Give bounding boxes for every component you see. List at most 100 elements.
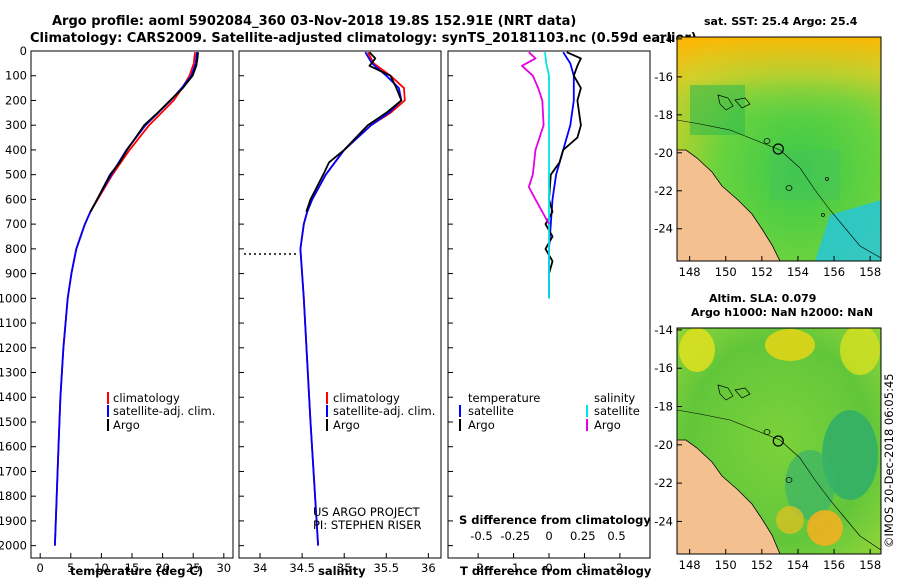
map-lon-tick-label: 158 bbox=[859, 558, 881, 572]
legend-argo-label: Argo bbox=[333, 418, 360, 432]
legend-t-satellite-label: satellite bbox=[468, 404, 514, 418]
temperature-series bbox=[54, 52, 199, 546]
depth-tick-label: 300 bbox=[5, 118, 27, 132]
difference-series bbox=[521, 51, 582, 299]
sla-low-anomaly bbox=[822, 410, 878, 500]
temperature-x-axis: 0 5 10 15 20 25 30 bbox=[37, 553, 231, 575]
depth-tick-label: 1500 bbox=[0, 415, 27, 429]
sla-reef-island bbox=[763, 429, 771, 435]
depth-tick-label: 2000 bbox=[0, 539, 27, 553]
depth-tick-label: 800 bbox=[5, 242, 27, 256]
difference-x-axis: -2 -1 0 1 2 -0.5 -0.25 0 0.25 0.5 bbox=[470, 529, 625, 575]
salinity-series bbox=[299, 51, 406, 546]
x-tick-label: 5 bbox=[67, 561, 74, 575]
map-lat-tick-label: -22 bbox=[654, 184, 673, 198]
difference-xlabel2: S difference from climatology bbox=[459, 513, 651, 527]
sst-reef-island bbox=[821, 213, 825, 217]
sla-map-title: Altim. SLA: 0.079 bbox=[709, 292, 816, 305]
sla-map-axes: 148 150 152 154 156 158 -14 -16 -18 -20 -22 -24 bbox=[654, 323, 881, 572]
map-lat-tick-label: -16 bbox=[654, 70, 673, 84]
map-lat-tick-label: -24 bbox=[654, 514, 673, 528]
sla-map-subtitle: Argo h1000: NaN h2000: NaN bbox=[691, 306, 873, 319]
x-tick-label: 1 bbox=[581, 561, 588, 575]
sst-reef-island bbox=[825, 177, 829, 181]
sla-bathymetry-contour bbox=[677, 409, 881, 551]
sla-high-anomaly bbox=[776, 506, 804, 534]
x-tick-label: 35.5 bbox=[373, 561, 399, 575]
legend-satellite-label: satellite-adj. clim. bbox=[113, 404, 215, 418]
series-line-t-argo bbox=[544, 51, 582, 274]
sla-argo-position-marker bbox=[772, 435, 784, 447]
x-tick-label: 34.5 bbox=[289, 561, 315, 575]
sst-bathymetry-contour bbox=[677, 119, 881, 259]
map-lat-tick-label: -24 bbox=[654, 222, 673, 236]
depth-tick-label: 900 bbox=[5, 267, 27, 281]
sla-map-frame bbox=[676, 327, 882, 555]
depth-tick-label: 100 bbox=[5, 69, 27, 83]
salinity-xlabel: salinity bbox=[318, 564, 366, 578]
map-lon-tick-label: 156 bbox=[823, 558, 845, 572]
map-lat-tick-label: -16 bbox=[654, 361, 673, 375]
sla-land-australia bbox=[677, 439, 781, 554]
sst-map-axes: 148 150 152 154 156 158 -14 -16 -18 -20 -22 -24 bbox=[654, 32, 881, 279]
salinity-x-axis: 34 34.5 35 35.5 36 bbox=[253, 553, 436, 575]
map-lon-tick-label: 158 bbox=[859, 265, 881, 279]
map-lat-tick-label: -14 bbox=[654, 32, 673, 46]
s-tick-label: -0.25 bbox=[500, 529, 530, 543]
sst-reef-island bbox=[763, 138, 771, 144]
s-tick-label: 0.25 bbox=[570, 529, 596, 543]
s-tick-label: -0.5 bbox=[470, 529, 492, 543]
x-tick-label: 25 bbox=[186, 561, 201, 575]
legend-climatology-label: climatology bbox=[333, 391, 400, 405]
depth-tick-label: 0 bbox=[20, 44, 27, 58]
depth-tick-label: 1900 bbox=[0, 514, 27, 528]
temperature-legend: climatology satellite-adj. clim. Argo bbox=[107, 391, 215, 432]
depth-tick-label: 1100 bbox=[0, 316, 27, 330]
map-lat-tick-label: -20 bbox=[654, 146, 673, 160]
map-lon-tick-label: 148 bbox=[679, 558, 701, 572]
sla-reef-island bbox=[717, 384, 734, 401]
map-lat-tick-label: -14 bbox=[654, 323, 673, 337]
depth-tick-label: 1300 bbox=[0, 366, 27, 380]
legend-satellite-label: satellite-adj. clim. bbox=[333, 404, 435, 418]
map-lat-tick-label: -18 bbox=[654, 108, 673, 122]
s-tick-label: 0 bbox=[545, 529, 552, 543]
depth-tick-label: 1200 bbox=[0, 341, 27, 355]
difference-legend: temperature satellite Argo salinity sate… bbox=[459, 391, 640, 432]
depth-tick-label: 1800 bbox=[0, 489, 27, 503]
x-tick-label: 20 bbox=[155, 561, 170, 575]
depth-tick-label: 1000 bbox=[0, 291, 27, 305]
map-lat-tick-label: -20 bbox=[654, 438, 673, 452]
series-line-s-satellite bbox=[544, 52, 550, 299]
figure-title-line1: Argo profile: aoml 5902084_360 03-Nov-20… bbox=[52, 14, 576, 29]
series-line-s-argo bbox=[521, 51, 550, 225]
salinity-legend: climatology satellite-adj. clim. Argo bbox=[326, 391, 435, 432]
depth-tick-label: 500 bbox=[5, 168, 27, 182]
x-tick-label: -2 bbox=[472, 561, 483, 575]
sla-high-anomaly bbox=[765, 329, 815, 361]
depth-tick-label: 700 bbox=[5, 217, 27, 231]
map-lon-tick-label: 152 bbox=[751, 558, 773, 572]
map-lon-tick-label: 150 bbox=[715, 558, 737, 572]
sla-high-anomaly bbox=[807, 510, 843, 546]
salinity-panel bbox=[238, 50, 442, 559]
series-line-argo bbox=[89, 52, 199, 213]
sst-map-title: sat. SST: 25.4 Argo: 25.4 bbox=[704, 15, 858, 28]
sst-argo-position-marker bbox=[772, 143, 784, 155]
legend-t-argo-label: Argo bbox=[468, 418, 495, 432]
temperature-xlabel: temperature (deg C) bbox=[70, 564, 203, 578]
depth-tick-label: 1600 bbox=[0, 440, 27, 454]
depth-tick-label: 600 bbox=[5, 192, 27, 206]
x-tick-label: 0 bbox=[37, 561, 44, 575]
sst-cool-patch bbox=[690, 85, 745, 135]
figure-title-line2: Climatology: CARS2009. Satellite-adjuste… bbox=[30, 31, 697, 46]
depth-tick-label: 1400 bbox=[0, 390, 27, 404]
sla-reef-island bbox=[734, 387, 751, 399]
map-lon-tick-label: 148 bbox=[679, 265, 701, 279]
sla-reef-island bbox=[785, 477, 793, 483]
map-lat-tick-label: -18 bbox=[654, 400, 673, 414]
sla-map: Altim. SLA: 0.079 Argo h1000: NaN h2000:… bbox=[654, 292, 882, 572]
depth-tick-label: 1700 bbox=[0, 464, 27, 478]
map-lon-tick-label: 152 bbox=[751, 265, 773, 279]
